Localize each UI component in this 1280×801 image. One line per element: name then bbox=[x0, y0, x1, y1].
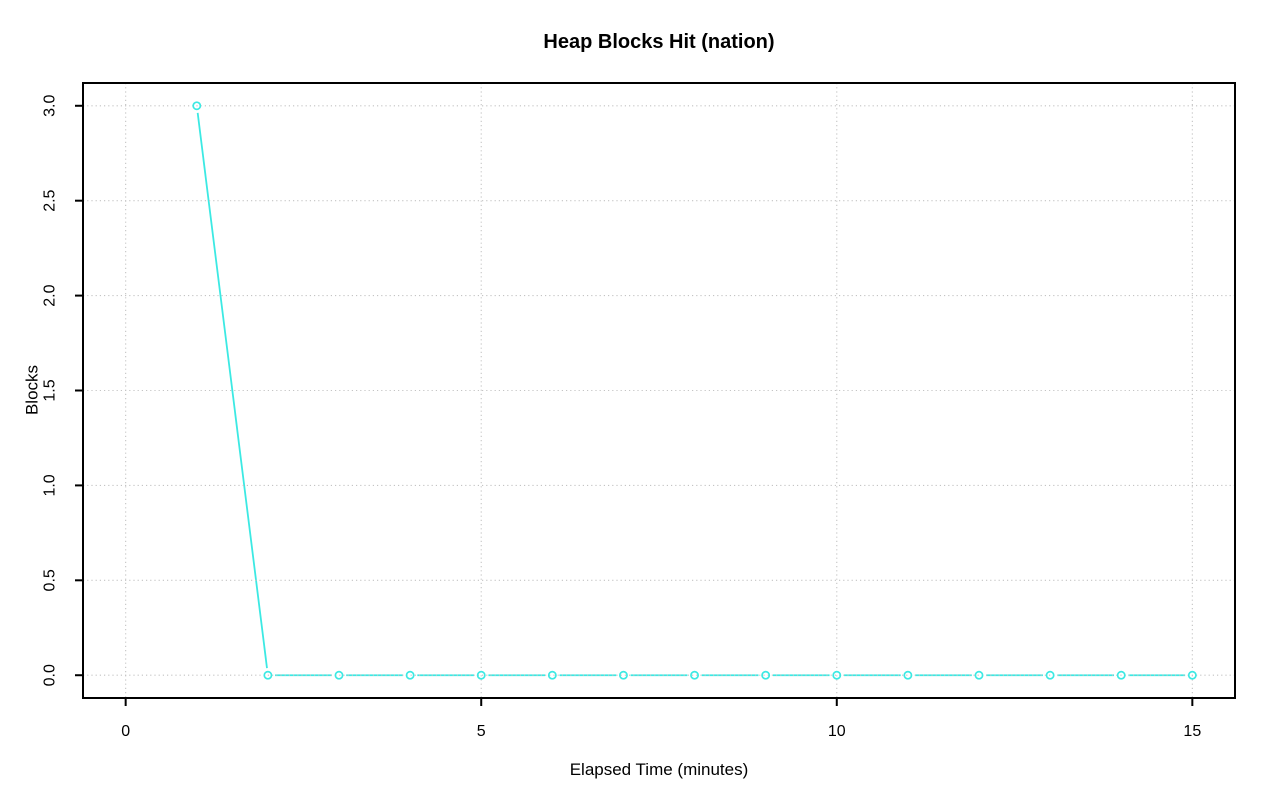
data-point-marker bbox=[903, 670, 913, 680]
chart-title: Heap Blocks Hit (nation) bbox=[543, 31, 774, 53]
data-point-marker bbox=[832, 670, 842, 680]
plot-generated-layer: 0 5 10 15 0.0 0.5 1.0 1.5 2.0 2.5 3.0 bbox=[42, 82, 1236, 740]
data-point-marker bbox=[1045, 670, 1055, 680]
y-axis-label: Blocks bbox=[23, 365, 42, 415]
x-axis-label: Elapsed Time (minutes) bbox=[570, 760, 749, 779]
x-tick-label: 15 bbox=[1183, 723, 1201, 740]
y-tick-label: 2.5 bbox=[42, 189, 59, 211]
y-tick-label: 3.0 bbox=[42, 95, 59, 117]
data-point-marker bbox=[405, 670, 415, 680]
y-tick-label: 0.0 bbox=[42, 664, 59, 686]
data-point-marker bbox=[476, 670, 486, 680]
y-tick-label: 0.5 bbox=[42, 569, 59, 591]
x-tick-label: 5 bbox=[477, 723, 486, 740]
y-tick-label: 1.5 bbox=[42, 379, 59, 401]
data-point-marker bbox=[974, 670, 984, 680]
data-point-marker bbox=[547, 670, 557, 680]
data-point-marker bbox=[618, 670, 628, 680]
data-point-marker bbox=[1116, 670, 1126, 680]
data-point-marker bbox=[192, 101, 202, 111]
y-tick-label: 2.0 bbox=[42, 284, 59, 306]
data-point-marker bbox=[1187, 670, 1197, 680]
data-point-marker bbox=[761, 670, 771, 680]
data-point-marker bbox=[690, 670, 700, 680]
y-tick-label: 1.0 bbox=[42, 474, 59, 496]
data-point-marker bbox=[263, 670, 273, 680]
series-line-segment bbox=[196, 112, 268, 669]
x-tick-label: 0 bbox=[121, 723, 130, 740]
x-tick-label: 10 bbox=[828, 723, 846, 740]
data-point-marker bbox=[334, 670, 344, 680]
